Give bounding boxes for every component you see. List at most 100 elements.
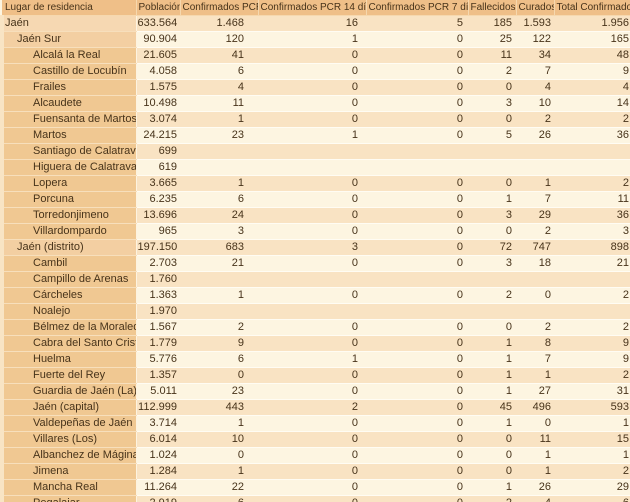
row-label[interactable]: Villares (Los) xyxy=(0,431,137,448)
row-label[interactable]: Frailes xyxy=(0,79,137,96)
cell-total-confirmados xyxy=(554,159,630,176)
cell-confirmados-pcr-14-dias: 0 xyxy=(258,383,366,400)
cell-fallecidos: 25 xyxy=(468,31,516,48)
cell-confirmados-pcr-7-dias: 0 xyxy=(366,431,468,448)
cell-confirmados-pcr: 1 xyxy=(180,111,258,128)
row-label[interactable]: Guardia de Jaén (La) xyxy=(0,383,137,400)
row-label[interactable]: Alcalá la Real xyxy=(0,47,137,64)
cell-fallecidos: 5 xyxy=(468,127,516,144)
row-label[interactable]: Castillo de Locubín xyxy=(0,63,137,80)
cell-poblacion: 3.665 xyxy=(136,175,180,192)
cell-curados: 496 xyxy=(516,399,554,416)
table-row: Higuera de Calatrava 619 xyxy=(0,159,630,176)
cell-confirmados-pcr: 21 xyxy=(180,255,258,272)
table-row: Castillo de Locubín 4.058 6 0 0 2 7 9 xyxy=(0,63,630,80)
cell-curados: 7 xyxy=(516,191,554,208)
cell-confirmados-pcr-14-dias xyxy=(258,159,366,176)
cell-confirmados-pcr: 23 xyxy=(180,383,258,400)
table-row: Villardompardo 965 3 0 0 0 2 3 xyxy=(0,223,630,240)
table-row: Guardia de Jaén (La) 5.011 23 0 0 1 27 31 xyxy=(0,383,630,400)
cell-confirmados-pcr-7-dias: 0 xyxy=(366,111,468,128)
row-label[interactable]: Noalejo xyxy=(0,303,137,320)
cell-total-confirmados: 593 xyxy=(554,399,630,416)
table-row: Cárcheles 1.363 1 0 0 2 0 2 xyxy=(0,287,630,304)
row-label[interactable]: Cambil xyxy=(0,255,137,272)
cell-fallecidos: 0 xyxy=(468,431,516,448)
cell-total-confirmados: 2 xyxy=(554,111,630,128)
cell-confirmados-pcr-7-dias: 0 xyxy=(366,255,468,272)
row-label[interactable]: Cárcheles xyxy=(0,287,137,304)
row-label[interactable]: Valdepeñas de Jaén xyxy=(0,415,137,432)
column-header-confirmados-pcr-14-dias: Confirmados PCR 14 días xyxy=(257,0,366,16)
cell-confirmados-pcr: 23 xyxy=(180,127,258,144)
row-label[interactable]: Campillo de Arenas xyxy=(0,271,137,288)
cell-confirmados-pcr-14-dias: 0 xyxy=(258,175,366,192)
cell-total-confirmados: 2 xyxy=(554,463,630,480)
row-label[interactable]: Santiago de Calatrava xyxy=(0,143,137,160)
cell-fallecidos: 1 xyxy=(468,479,516,496)
table-row: Jaén (capital) 112.999 443 2 0 45 496 593 xyxy=(0,399,630,416)
cell-poblacion: 699 xyxy=(136,143,180,160)
cell-confirmados-pcr-14-dias: 16 xyxy=(258,15,366,32)
row-label[interactable]: Fuerte del Rey xyxy=(0,367,137,384)
cell-confirmados-pcr: 4 xyxy=(180,79,258,96)
cell-confirmados-pcr-7-dias: 0 xyxy=(366,463,468,480)
row-label[interactable]: Lopera xyxy=(0,175,137,192)
row-label[interactable]: Alcaudete xyxy=(0,95,137,112)
cell-confirmados-pcr-14-dias: 0 xyxy=(258,47,366,64)
cell-poblacion: 112.999 xyxy=(136,399,180,416)
row-label[interactable]: Torredonjimeno xyxy=(0,207,137,224)
cell-curados: 2 xyxy=(516,319,554,336)
cell-fallecidos: 72 xyxy=(468,239,516,256)
cell-poblacion: 3.714 xyxy=(136,415,180,432)
row-label[interactable]: Pegalajar xyxy=(0,495,137,502)
cell-curados: 1 xyxy=(516,447,554,464)
table-row: Alcalá la Real 21.605 41 0 0 11 34 48 xyxy=(0,47,630,64)
cell-poblacion: 1.575 xyxy=(136,79,180,96)
row-label[interactable]: Mancha Real xyxy=(0,479,137,496)
row-label[interactable]: Porcuna xyxy=(0,191,137,208)
row-label[interactable]: Albanchez de Mágina xyxy=(0,447,137,464)
cell-confirmados-pcr-14-dias: 0 xyxy=(258,415,366,432)
cell-confirmados-pcr-14-dias: 0 xyxy=(258,111,366,128)
row-label[interactable]: Villardompardo xyxy=(0,223,137,240)
cell-confirmados-pcr: 0 xyxy=(180,367,258,384)
cell-confirmados-pcr: 0 xyxy=(180,447,258,464)
cell-fallecidos: 0 xyxy=(468,463,516,480)
column-header-confirmados-pcr-7-dias: Confirmados PCR 7 días xyxy=(365,0,468,16)
row-label[interactable]: Fuensanta de Martos xyxy=(0,111,137,128)
column-header-fallecidos: Fallecidos xyxy=(467,0,516,16)
cell-confirmados-pcr-14-dias xyxy=(258,303,366,320)
cell-total-confirmados: 2 xyxy=(554,175,630,192)
cell-total-confirmados: 2 xyxy=(554,319,630,336)
cell-confirmados-pcr-7-dias: 0 xyxy=(366,319,468,336)
cell-poblacion: 5.776 xyxy=(136,351,180,368)
cell-confirmados-pcr: 41 xyxy=(180,47,258,64)
row-label[interactable]: Huelma xyxy=(0,351,137,368)
cell-curados xyxy=(516,271,554,288)
cell-poblacion: 11.264 xyxy=(136,479,180,496)
cell-poblacion: 21.605 xyxy=(136,47,180,64)
cell-total-confirmados xyxy=(554,303,630,320)
row-label[interactable]: Jaén Sur xyxy=(0,31,137,48)
row-label[interactable]: Martos xyxy=(0,127,137,144)
cell-confirmados-pcr-14-dias: 0 xyxy=(258,63,366,80)
row-label[interactable]: Jaén (distrito) xyxy=(0,239,137,256)
cell-poblacion: 1.024 xyxy=(136,447,180,464)
row-label[interactable]: Cabra del Santo Cristo xyxy=(0,335,137,352)
cell-confirmados-pcr-14-dias: 0 xyxy=(258,79,366,96)
cell-total-confirmados: 21 xyxy=(554,255,630,272)
cell-confirmados-pcr-14-dias: 0 xyxy=(258,287,366,304)
cell-confirmados-pcr-14-dias: 1 xyxy=(258,31,366,48)
row-label[interactable]: Jaén (capital) xyxy=(0,399,137,416)
cell-confirmados-pcr xyxy=(180,159,258,176)
cell-total-confirmados: 48 xyxy=(554,47,630,64)
row-label[interactable]: Jaén xyxy=(0,15,137,32)
row-label[interactable]: Jimena xyxy=(0,463,137,480)
cell-confirmados-pcr: 1 xyxy=(180,463,258,480)
row-label[interactable]: Higuera de Calatrava xyxy=(0,159,137,176)
row-label[interactable]: Bélmez de la Moraleda xyxy=(0,319,137,336)
cell-total-confirmados: 1 xyxy=(554,415,630,432)
